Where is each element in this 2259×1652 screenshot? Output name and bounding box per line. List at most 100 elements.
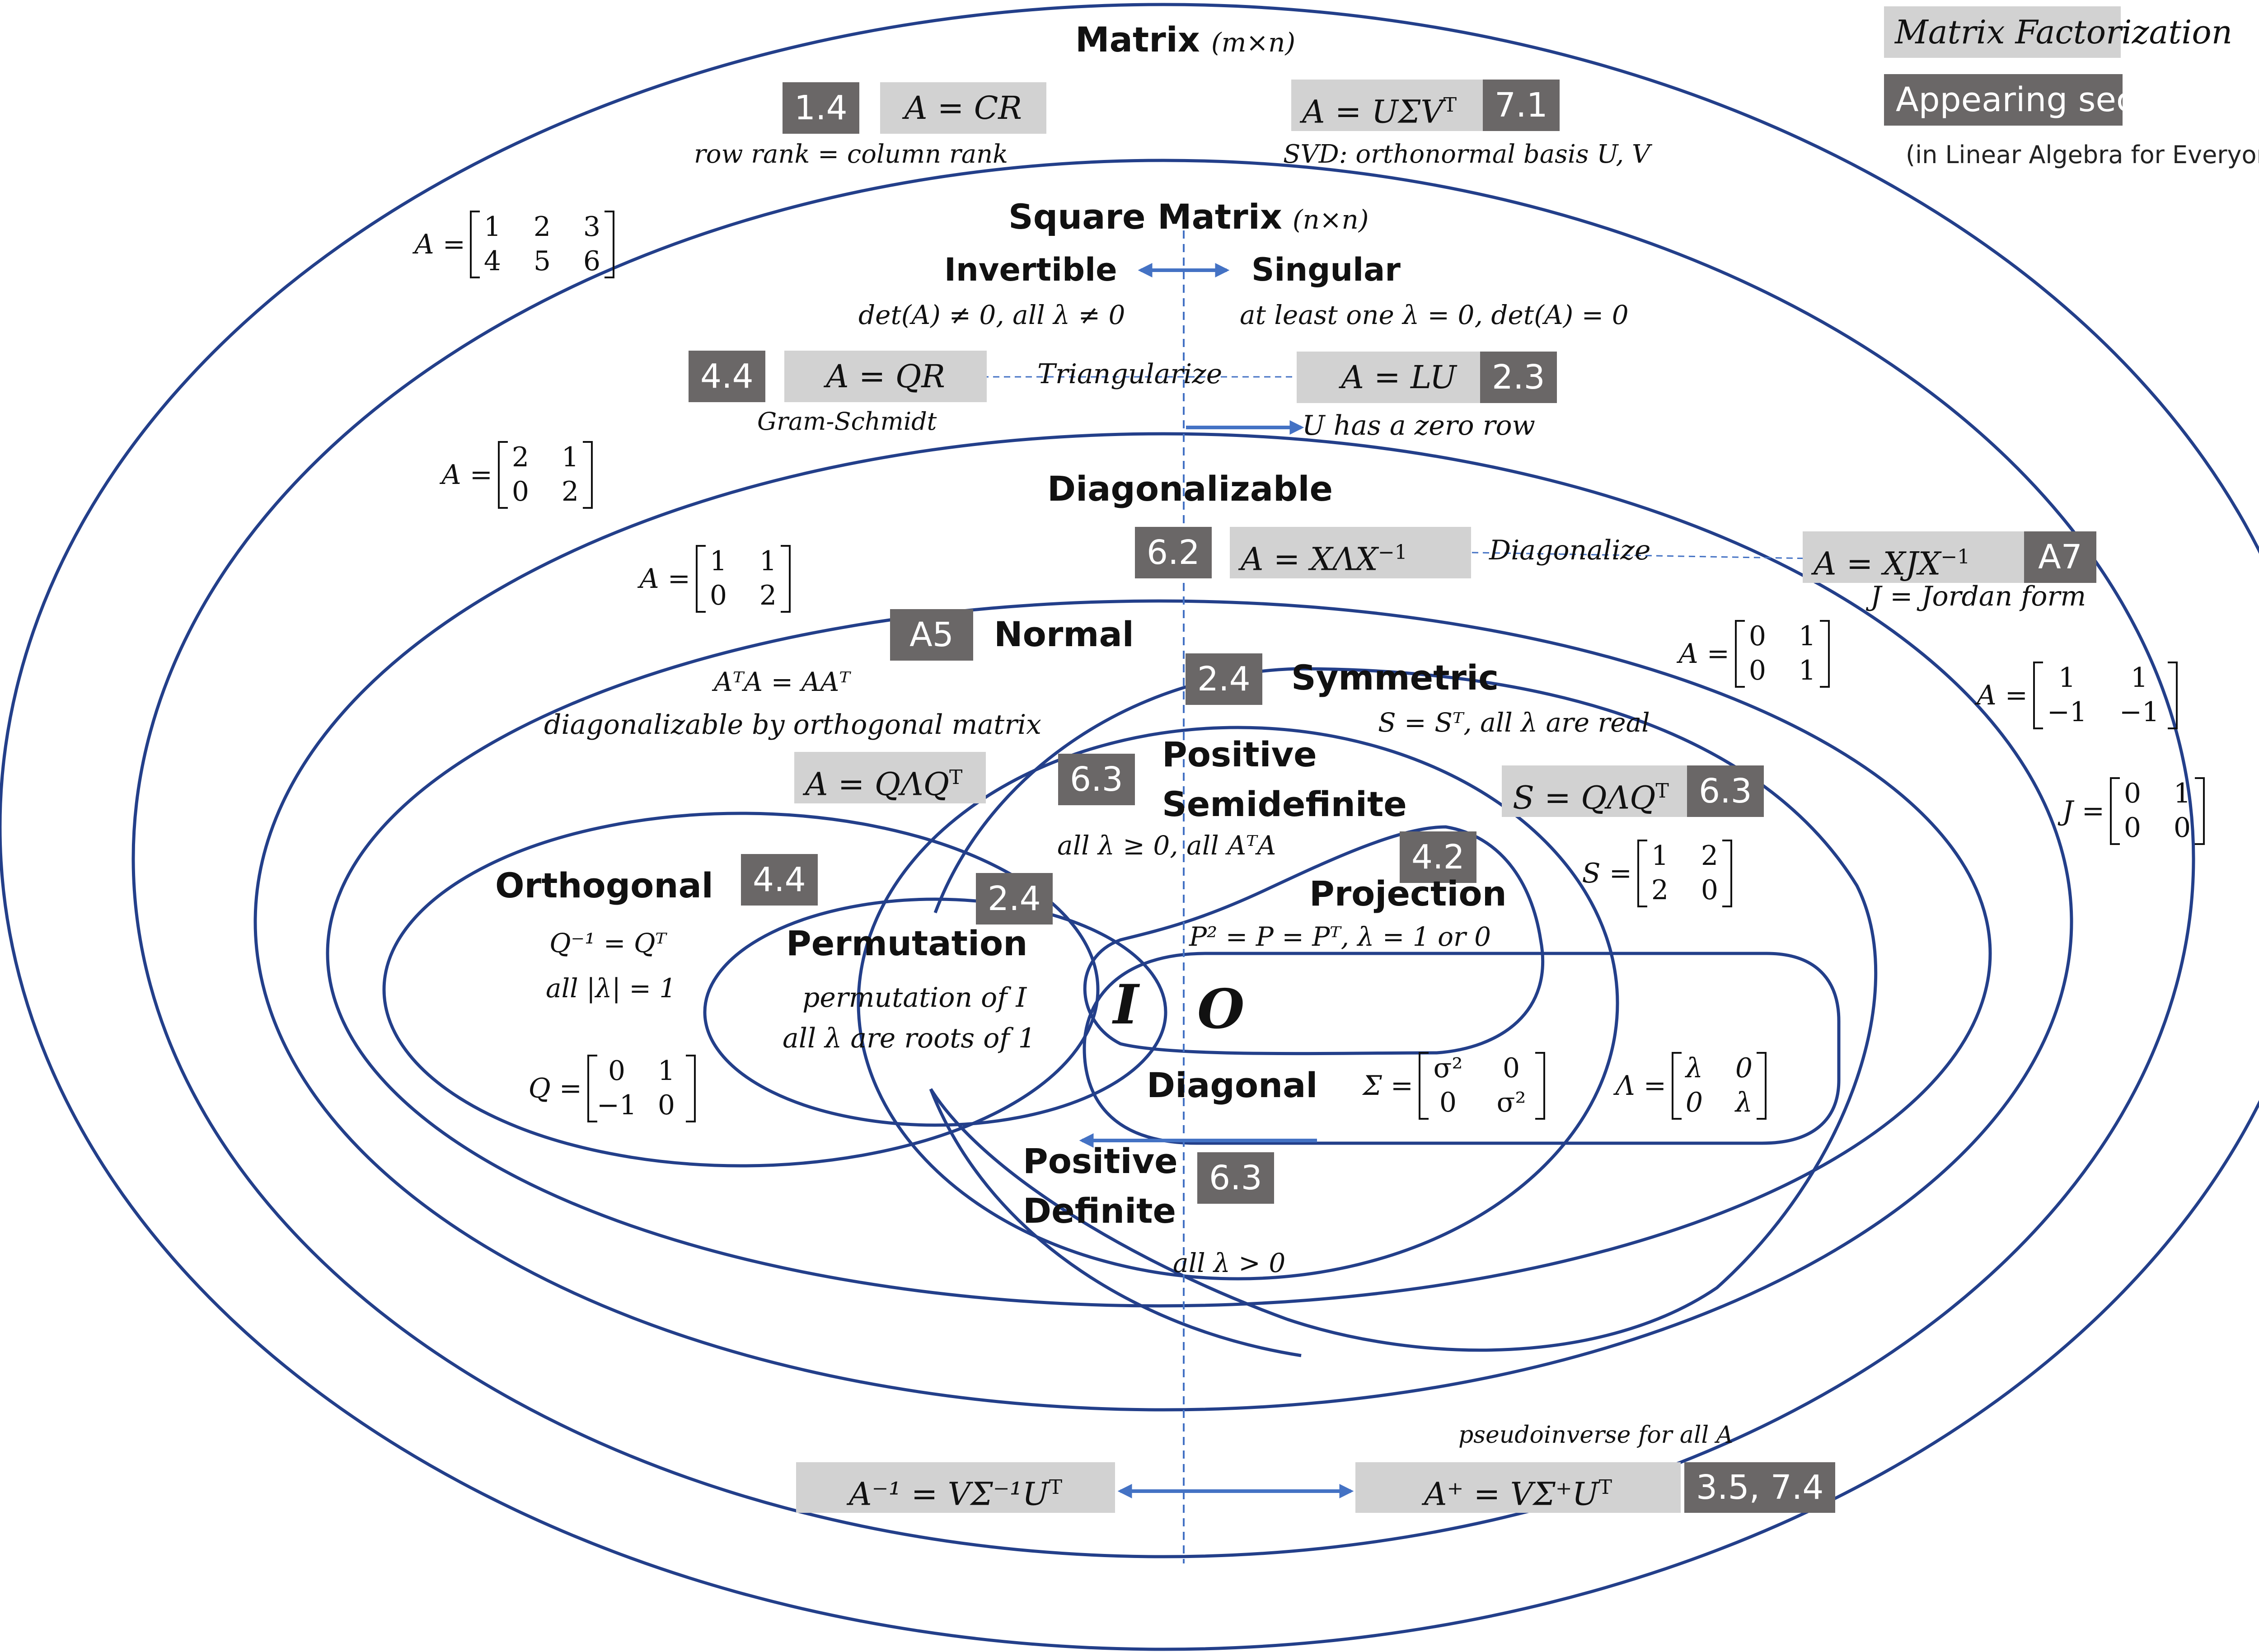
- permutation-title: Permutation: [786, 926, 1027, 961]
- pd-title-line1: Positive: [1023, 1144, 1178, 1178]
- defective-example-cell: 1: [1789, 657, 1825, 684]
- xlx-formula-sup: −1: [1378, 541, 1407, 564]
- nilpotent-example: A = 1 1 −1 −1: [2033, 662, 2178, 729]
- symmetric-formula: S = QΛQ: [1513, 779, 1655, 816]
- projection-title: Projection: [1309, 877, 1507, 911]
- cr-section-badge: 1.4: [783, 82, 859, 134]
- permutation-condition-2: all λ are roots of 1: [783, 1025, 1036, 1052]
- orthogonal-example-cell: 1: [646, 1057, 687, 1084]
- symmetric-title: Symmetric: [1291, 661, 1499, 695]
- inverse-formula-sup: T: [1049, 1476, 1062, 1499]
- jordan-section-badge: A7: [2024, 531, 2096, 583]
- orthogonal-example-cell: 0: [592, 1057, 642, 1084]
- diagonalizable-example-lhs: A =: [639, 565, 690, 592]
- pd-section-badge: 6.3: [1197, 1152, 1274, 1204]
- pseudoinverse-factorization: A⁺ = VΣ⁺UT: [1355, 1462, 1681, 1513]
- defective-example-cell: 1: [1789, 623, 1825, 650]
- orthogonal-title: Orthogonal: [495, 868, 713, 903]
- symmetric-factorization-section-badge: 6.3: [1687, 765, 1764, 817]
- qr-factorization: A = QR: [784, 351, 987, 402]
- xlx-section-text: 6.2: [1147, 533, 1200, 572]
- square-example-lhs: A =: [441, 461, 492, 488]
- psd-section-badge: 6.3: [1058, 754, 1135, 805]
- normal-note: diagonalizable by orthogonal matrix: [544, 711, 1041, 738]
- pd-condition: all λ > 0: [1173, 1250, 1285, 1276]
- pseudoinverse-section-text: 3.5, 7.4: [1696, 1468, 1823, 1507]
- normal-formula: A = QΛQ: [805, 765, 949, 803]
- permutation-section-badge: 2.4: [976, 873, 1053, 925]
- normal-section-text: A5: [909, 615, 954, 654]
- jordan-example-cell: 1: [2164, 780, 2200, 807]
- inverse-formula: A⁻¹ = VΣ⁻¹U: [849, 1475, 1049, 1512]
- psd-title-line2: Semidefinite: [1162, 787, 1407, 821]
- xlx-formula: A = XΛX: [1241, 540, 1378, 577]
- sigma-example-cell: σ²: [1423, 1055, 1473, 1082]
- lambda-example-cell: 0: [1726, 1055, 1762, 1082]
- diagonalize-label: Diagonalize: [1489, 537, 1651, 564]
- pseudoinverse-section-badge: 3.5, 7.4: [1684, 1462, 1835, 1513]
- triangularize-label: Triangularize: [1037, 361, 1222, 388]
- defective-example-cell: 0: [1739, 623, 1776, 650]
- qr-section-badge: 4.4: [689, 351, 765, 402]
- sigma-example: Σ = σ² 0 0 σ²: [1419, 1052, 1545, 1120]
- normal-formula-sup: T: [949, 766, 962, 789]
- diagonal-title: Diagonal: [1147, 1068, 1317, 1103]
- pseudoinverse-formula: A⁺ = VΣ⁺U: [1424, 1475, 1599, 1512]
- jordan-example-cell: 0: [2114, 814, 2151, 841]
- matrix-title: Matrix: [1075, 19, 1200, 60]
- qr-section-text: 4.4: [700, 357, 754, 396]
- lambda-example: Λ = λ0 0λ: [1672, 1052, 1767, 1120]
- square-example-cell: 2: [502, 444, 539, 471]
- nilpotent-example-lhs: A =: [1977, 682, 2028, 709]
- square-example-cell: 0: [502, 478, 539, 505]
- symmetric-section-text: 2.4: [1197, 660, 1251, 699]
- qr-formula: A = QR: [826, 358, 945, 395]
- symmetric-condition: S = Sᵀ, all λ are real: [1378, 709, 1650, 736]
- symmetric-example-cell: 0: [1692, 877, 1728, 904]
- inverse-factorization: A⁻¹ = VΣ⁻¹UT: [796, 1462, 1115, 1513]
- singular-condition: at least one λ = 0, det(A) = 0: [1240, 302, 1629, 328]
- square-title-group: Square Matrix (n×n): [1008, 200, 1369, 234]
- svd-note: SVD: orthonormal basis U, V: [1283, 142, 1650, 167]
- normal-section-badge: A5: [890, 609, 973, 661]
- matrix-dims: (m×n): [1211, 27, 1295, 58]
- orthogonal-condition-1: Q⁻¹ = Qᵀ: [549, 930, 666, 956]
- orthogonal-section-text: 4.4: [753, 860, 806, 899]
- jordan-example-lhs: J =: [2062, 798, 2104, 825]
- svd-factorization: A = UΣVT: [1291, 80, 1503, 131]
- legend-factorization: Matrix Factorization: [1884, 6, 2121, 58]
- defective-example-cell: 0: [1739, 657, 1776, 684]
- sigma-example-cell: 0: [1486, 1055, 1536, 1082]
- matrix-example-cell: 1: [474, 213, 511, 240]
- lambda-example-cell: λ: [1726, 1089, 1762, 1116]
- symmetric-example-lhs: S =: [1582, 860, 1632, 887]
- square-example-cell: 2: [552, 478, 588, 505]
- svd-formula: A = UΣV: [1302, 93, 1444, 130]
- matrix-example-cell: 4: [474, 248, 511, 275]
- diagonalizable-region: [255, 434, 2072, 1410]
- permutation-section-text: 2.4: [988, 879, 1041, 918]
- jordan-note: J = Jordan form: [1870, 583, 2086, 610]
- jordan-example: J = 01 00: [2110, 777, 2205, 845]
- lu-factorization: A = LU: [1297, 352, 1501, 403]
- orthogonal-section-badge: 4.4: [741, 854, 818, 906]
- matrix-example-cell: 6: [574, 248, 610, 275]
- symmetric-section-badge: 2.4: [1186, 653, 1262, 705]
- lu-section-badge: 2.3: [1480, 352, 1557, 403]
- lu-note: U has a zero row: [1302, 412, 1535, 439]
- matrix-example-lhs: A =: [414, 231, 465, 258]
- symmetric-example-cell: 2: [1642, 877, 1678, 904]
- nilpotent-example-cell: 1: [2038, 664, 2096, 691]
- xlx-section-badge: 6.2: [1135, 527, 1212, 578]
- jordan-formula: A = XJX: [1814, 545, 1940, 582]
- lu-formula: A = LU: [1341, 359, 1456, 396]
- pseudoinverse-note: pseudoinverse for all A: [1458, 1423, 1733, 1447]
- normal-factorization: A = QΛQT: [794, 752, 986, 803]
- diagonalizable-example: A = 11 02: [696, 545, 791, 613]
- cr-note: row rank = column rank: [694, 142, 1008, 167]
- diagonalizable-example-cell: 2: [750, 582, 786, 609]
- defective-example-lhs: A =: [1678, 640, 1729, 667]
